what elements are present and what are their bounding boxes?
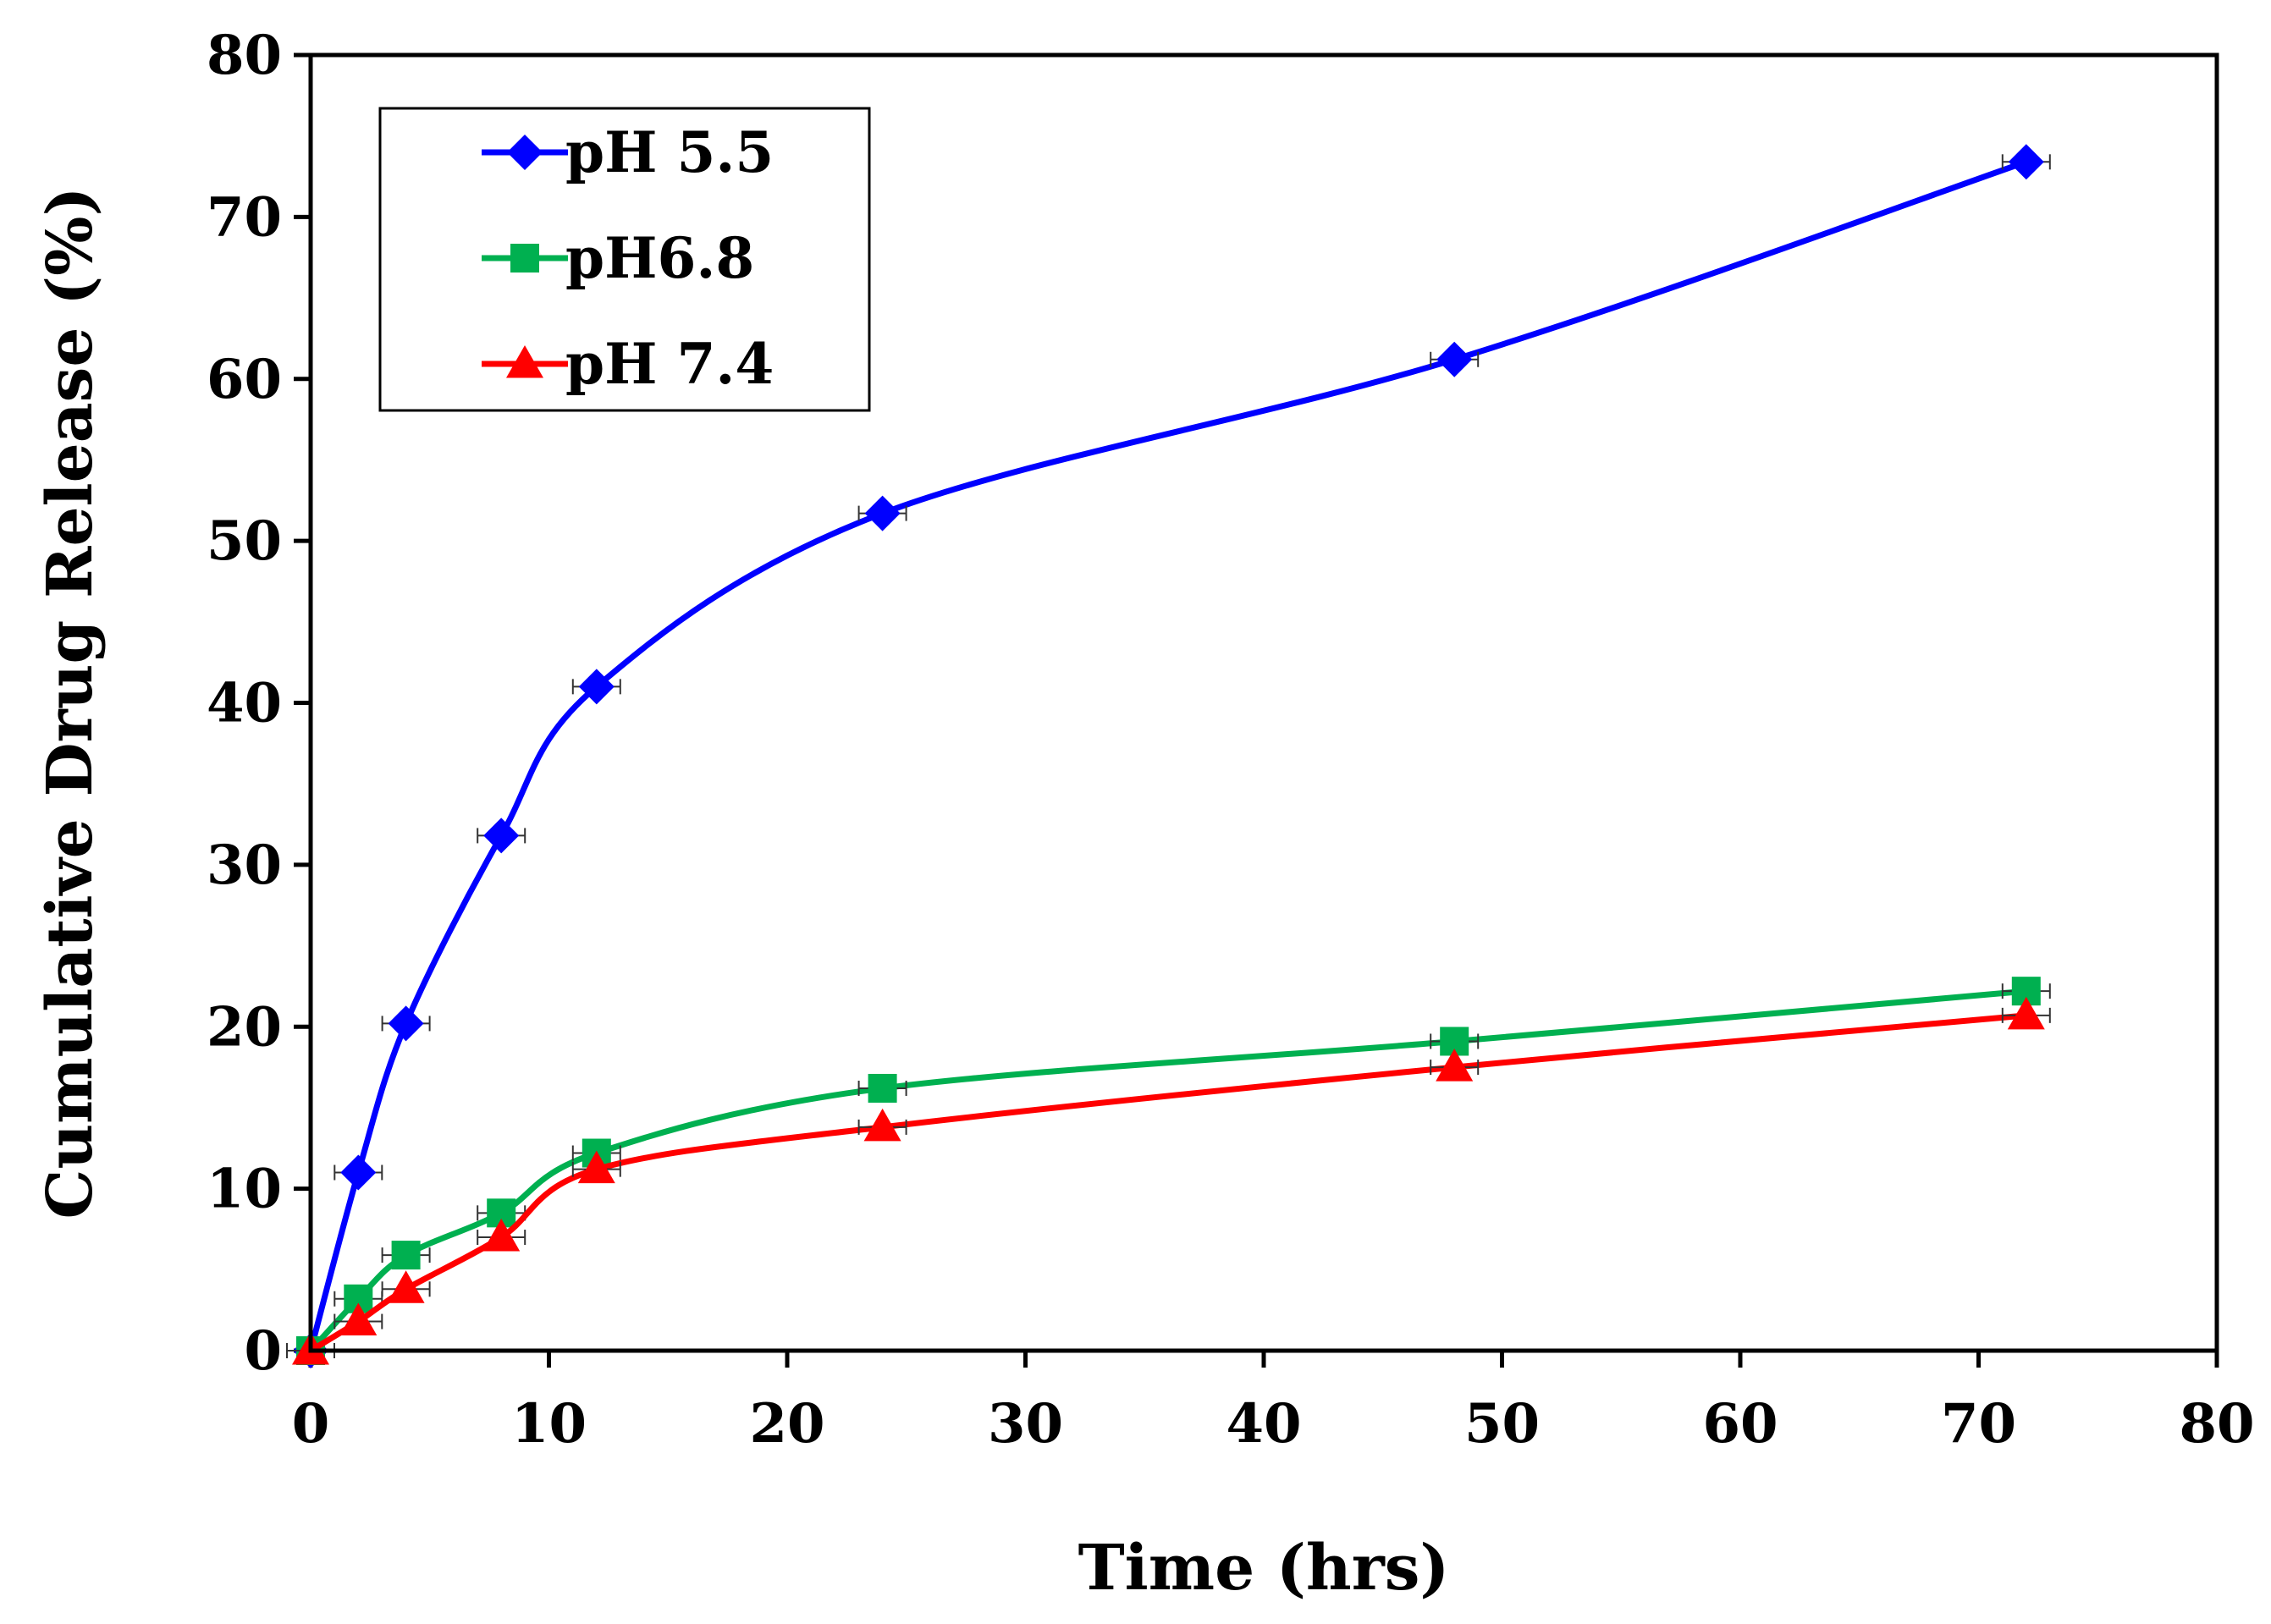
series-line <box>307 158 2030 1354</box>
data-point <box>868 1073 897 1103</box>
data-point <box>864 495 901 531</box>
y-axis-ticks: 0 10 20 30 40 50 60 70 80 <box>207 24 311 1383</box>
legend: pH 5.5 pH6.8 pH 7.4 <box>378 107 871 412</box>
x-tick-label: 30 <box>988 1392 1063 1456</box>
y-tick-label: 60 <box>207 348 282 411</box>
x-tick-label: 20 <box>749 1392 824 1456</box>
x-tick-label: 50 <box>1464 1392 1540 1456</box>
data-point <box>1436 341 1473 377</box>
y-axis-title: Cumulative Drug Release (%) <box>34 186 107 1219</box>
x-tick-label: 10 <box>511 1392 587 1456</box>
y-tick-label: 10 <box>207 1158 282 1221</box>
data-point <box>578 669 615 705</box>
legend-marker <box>510 244 539 273</box>
data-point <box>340 1154 377 1191</box>
data-point <box>387 1270 425 1303</box>
y-tick-label: 0 <box>244 1319 282 1383</box>
data-point <box>2008 144 2044 180</box>
x-tick-label: 40 <box>1226 1392 1301 1456</box>
data-point <box>388 1005 424 1042</box>
x-tick-label: 0 <box>292 1392 330 1456</box>
legend-marker <box>506 345 543 378</box>
x-tick-label: 80 <box>2179 1392 2254 1456</box>
legend-item: pH 7.4 <box>482 331 774 397</box>
data-point <box>1436 1049 1474 1082</box>
data-point <box>339 1302 378 1336</box>
y-tick-label: 30 <box>207 834 282 897</box>
y-tick-label: 40 <box>207 672 282 735</box>
legend-marker <box>507 135 543 170</box>
legend-label: pH6.8 <box>565 225 754 291</box>
data-point <box>2007 996 2045 1030</box>
y-tick-label: 80 <box>207 24 282 87</box>
legend-label: pH 5.5 <box>565 119 774 185</box>
x-axis-ticks: 0 10 20 30 40 50 60 70 80 <box>292 1351 2255 1456</box>
series-square <box>286 977 2051 1365</box>
legend-item: pH 5.5 <box>482 119 774 185</box>
series-triangle <box>286 996 2051 1365</box>
y-tick-label: 50 <box>207 509 282 573</box>
x-tick-label: 60 <box>1702 1392 1778 1456</box>
y-tick-label: 70 <box>207 185 282 249</box>
data-point <box>482 1219 521 1252</box>
legend-box <box>378 107 871 412</box>
x-tick-label: 70 <box>1941 1392 2016 1456</box>
series-layer <box>286 144 2051 1368</box>
data-point <box>483 818 520 854</box>
data-point <box>391 1241 421 1270</box>
legend-item: pH6.8 <box>482 225 754 291</box>
y-tick-label: 20 <box>207 995 282 1059</box>
legend-label: pH 7.4 <box>565 331 774 397</box>
x-axis-title: Time (hrs) <box>1078 1532 1450 1605</box>
data-point <box>863 1108 901 1142</box>
data-point <box>577 1150 615 1184</box>
plot-area-frame <box>308 52 2219 1353</box>
